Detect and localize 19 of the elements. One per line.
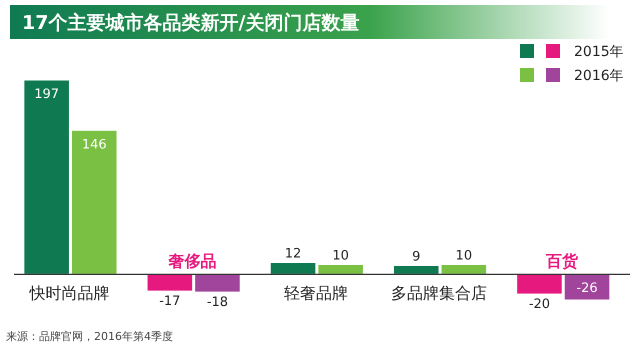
data-label: 10 [332,248,349,264]
source-note: 来源：品牌官网，2016年第4季度 [6,330,173,343]
data-label: 197 [34,87,60,102]
x-tick-label: 奢侈品 [168,251,217,270]
data-label: -18 [206,295,228,310]
data-label: -26 [576,281,598,296]
x-tick-label: 多品牌集合店 [391,283,488,302]
chart-title: 17个主要城市各品类新开/关闭门店数量 [22,12,360,34]
legend-label: 2016年 [574,68,624,84]
data-label: 10 [456,248,472,264]
data-label: -17 [159,294,180,310]
data-label: 146 [82,137,107,152]
x-tick-label: 百货 [545,251,580,270]
data-label: -20 [528,297,550,312]
legend-label: 2015年 [574,44,624,60]
x-tick-label: 轻奢品牌 [284,283,348,302]
data-label: 12 [284,246,302,262]
data-label: 9 [412,249,420,264]
x-tick-label: 快时尚品牌 [28,283,110,302]
